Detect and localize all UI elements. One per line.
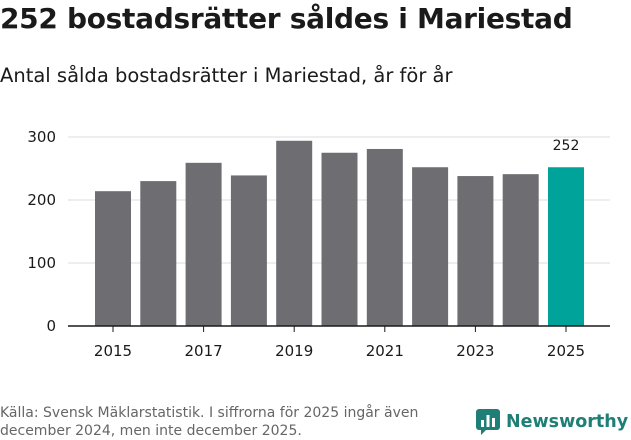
- x-tick-label: 2019: [275, 342, 313, 360]
- x-tick-label: 2025: [547, 342, 585, 360]
- y-tick-label: 0: [46, 317, 56, 335]
- bar: [95, 191, 131, 326]
- x-tick-label: 2023: [456, 342, 494, 360]
- bar: [502, 174, 539, 326]
- y-tick-label: 300: [27, 128, 56, 146]
- bar-chart: 0 100 200 300 252 2015 2017 2019 2021 2023 2025: [27, 128, 610, 360]
- y-tick-label: 100: [27, 254, 56, 272]
- chart-title: 252 bostadsrätter såldes i Mariestad: [0, 2, 573, 35]
- bar: [276, 140, 313, 326]
- bar: [412, 167, 449, 326]
- bar-highlight: [548, 167, 584, 326]
- bar: [457, 176, 494, 326]
- bar: [321, 152, 358, 326]
- chart-subtitle: Antal sålda bostadsrätter i Mariestad, å…: [0, 64, 453, 87]
- x-tick-label: 2017: [185, 342, 223, 360]
- y-tick-label: 200: [27, 191, 56, 209]
- bar: [230, 175, 267, 326]
- bar: [185, 162, 222, 326]
- brand-name: Newsworthy: [506, 412, 629, 432]
- x-tick-label: 2021: [366, 342, 404, 360]
- x-tick-label: 2015: [94, 342, 132, 360]
- data-label: 252: [553, 138, 580, 154]
- bar: [366, 148, 403, 326]
- newsworthy-logo-icon: [476, 409, 500, 435]
- bar: [140, 181, 177, 326]
- source-note: Källa: Svensk Mäklarstatistik. I siffror…: [0, 405, 419, 439]
- brand-logo: Newsworthy: [476, 409, 628, 435]
